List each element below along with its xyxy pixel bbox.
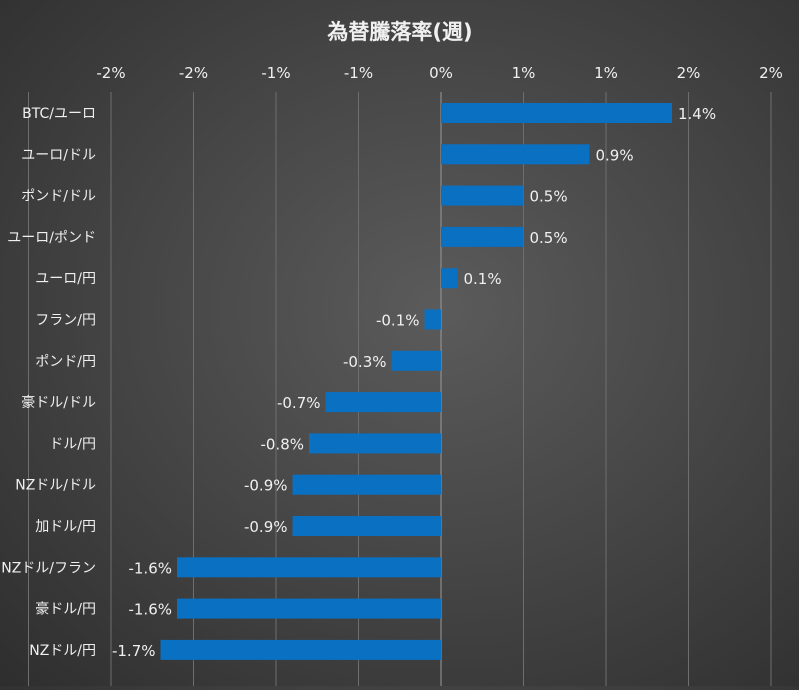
x-tick-label: 2% — [759, 64, 783, 82]
data-label: -0.3% — [343, 353, 387, 371]
category-label: NZドル/フラン — [1, 560, 96, 576]
data-label: -1.6% — [128, 559, 172, 577]
category-label: 豪ドル/円 — [35, 602, 96, 618]
category-label: NZドル/円 — [29, 643, 96, 659]
data-label: -1.7% — [112, 642, 156, 660]
bar — [292, 474, 441, 495]
bar — [441, 103, 672, 123]
category-label: フラン/円 — [35, 313, 96, 329]
category-label: NZドル/ドル — [15, 478, 96, 494]
category-label: ユーロ/ドル — [21, 147, 96, 163]
bar — [441, 268, 458, 289]
x-tick-label: -1% — [261, 64, 290, 82]
data-label: 0.5% — [530, 229, 568, 247]
bar — [160, 639, 441, 660]
category-label: ポンド/円 — [35, 354, 96, 370]
data-label: -0.8% — [260, 435, 304, 453]
bar — [441, 144, 590, 165]
x-tick-label: 0% — [429, 64, 453, 82]
bar — [309, 433, 441, 454]
data-label: -0.9% — [244, 477, 288, 495]
category-label: ドル/円 — [49, 436, 96, 452]
data-label: -0.9% — [244, 518, 288, 536]
category-label: BTC/ユーロ — [22, 106, 96, 122]
data-label: -1.6% — [128, 601, 172, 619]
bar — [391, 350, 441, 371]
x-tick-label: 1% — [594, 64, 618, 82]
data-label: 0.1% — [464, 270, 502, 288]
x-axis-ticks: -2% -2% -1% -1% 0% 1% 1% 2% 2% — [96, 64, 783, 82]
bars — [160, 103, 672, 660]
data-label: 0.9% — [596, 146, 634, 164]
chart-title: 為替騰落率(週) — [327, 20, 472, 44]
gridlines — [28, 92, 772, 686]
bar — [177, 557, 441, 578]
y-axis-categories: BTC/ユーロユーロ/ドルポンド/ドルユーロ/ポンドユーロ/円フラン/円ポンド/… — [1, 106, 96, 659]
data-label: -0.7% — [277, 394, 321, 412]
x-tick-label: 1% — [512, 64, 536, 82]
x-tick-label: -2% — [96, 64, 125, 82]
x-tick-label: -1% — [344, 64, 373, 82]
category-label: ユーロ/ポンド — [7, 230, 96, 246]
data-label: 0.5% — [530, 188, 568, 206]
bar — [292, 516, 441, 536]
bar — [177, 598, 441, 619]
x-tick-label: 2% — [677, 64, 701, 82]
category-label: 加ドル/円 — [35, 519, 96, 535]
bar — [325, 392, 441, 413]
x-tick-label: -2% — [179, 64, 208, 82]
bar — [424, 309, 441, 330]
data-label: -0.1% — [376, 312, 420, 330]
category-label: ユーロ/円 — [35, 271, 96, 287]
category-label: ポンド/ドル — [21, 189, 96, 205]
category-label: 豪ドル/ドル — [21, 395, 96, 411]
data-labels: 1.4% 0.9% 0.5% 0.5% 0.1% -0.1% -0.3% -0.7% -0.8%… — [112, 105, 716, 660]
bar — [441, 185, 524, 206]
data-label: 1.4% — [678, 105, 716, 123]
bar — [441, 226, 524, 247]
